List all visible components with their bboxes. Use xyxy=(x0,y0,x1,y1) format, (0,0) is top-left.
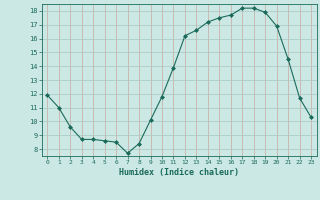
X-axis label: Humidex (Indice chaleur): Humidex (Indice chaleur) xyxy=(119,168,239,177)
